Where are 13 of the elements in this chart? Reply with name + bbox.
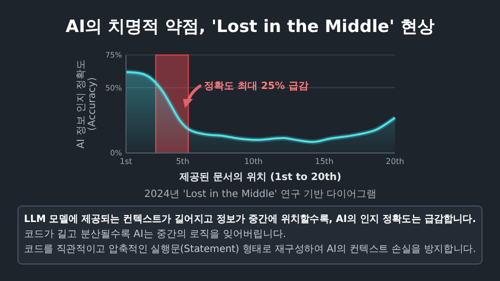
text: LLM 모델에 제공되는 컨텍스트가 길어지고 정보가 중간에 위치할수록, AI의 인지 정확도는 급감합니다. xyxy=(24,214,494,225)
x-tick-label: 15th xyxy=(315,157,334,166)
y-axis-title: AI 정보 인지 정확도 (Accuracy) xyxy=(76,59,98,149)
annotation: 정확도 최대 25% 급감 xyxy=(204,81,308,92)
text: 코드를 직관적이고 압축적인 실행문(Statement) 형태로 재구성하여 AI의 컨텍스트 손실을 방지합니다. xyxy=(24,244,486,255)
x-tick-label: 20th xyxy=(386,157,404,166)
x-tick-label: 1st xyxy=(120,157,132,166)
x-tick-label: 5th xyxy=(176,157,190,166)
x-tick-label: 10th xyxy=(244,157,263,166)
x-axis-title: 제공된 문서의 위치 (1st to 20th) xyxy=(178,172,342,183)
text: 2024년 'Lost in the Middle' 연구 기반 다이어그램 xyxy=(144,189,377,200)
chart-title: AI의 치명적 약점, 'Lost in the Middle' 현상 xyxy=(66,17,434,37)
text: 코드가 길고 분산될수록 AI는 중간의 로직을 잊어버립니다. xyxy=(24,229,286,240)
